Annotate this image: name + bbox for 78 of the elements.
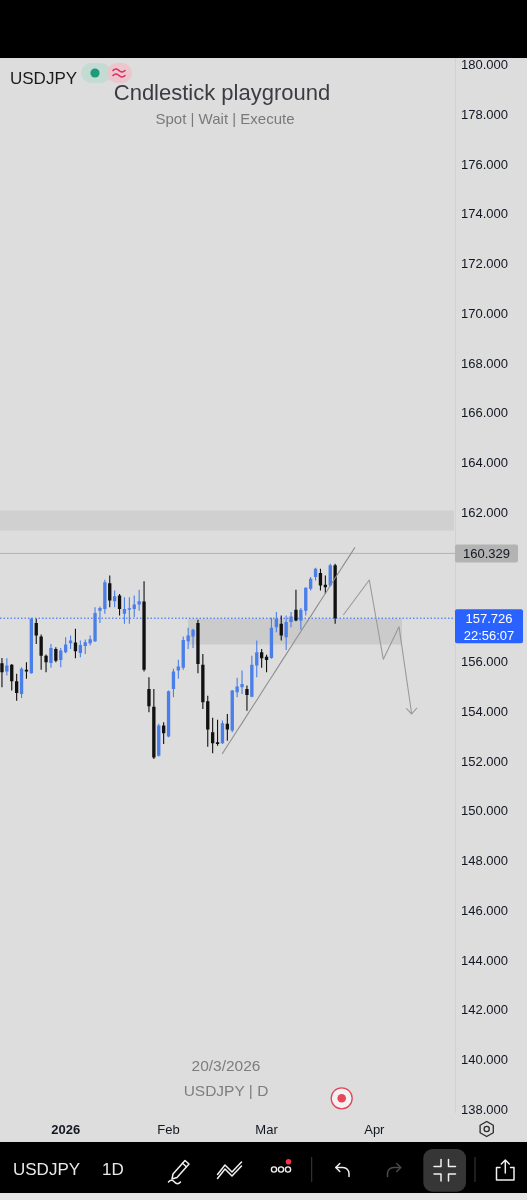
candlestick [225,713,230,741]
candlestick [24,662,29,679]
candlestick [313,567,318,581]
text: Spot | Wait | Execute [155,109,295,127]
candlestick [78,640,83,658]
text: USDJPY [13,1159,81,1179]
y-tick-label: 154.000 [461,703,508,719]
candlestick [5,658,9,676]
candlestick [137,589,141,611]
candlestick [245,685,249,711]
candlestick [112,590,117,608]
annotation: USDJPY | D [183,1081,269,1099]
candlestick [269,617,274,659]
line-series [221,547,356,754]
y-tick-label: 170.000 [461,305,508,321]
candlestick [142,581,146,672]
y-tick-label: 174.000 [461,205,508,221]
candlestick [122,597,127,624]
candlestick [210,717,215,754]
candlestick [196,619,200,674]
candlestick [29,617,34,674]
candlestick [294,589,298,622]
candlestick [19,667,24,698]
candlestick [166,690,171,738]
y-tick-label: 156.000 [461,653,508,669]
y-tick-label: 138.000 [461,1101,508,1117]
candlestick [220,720,225,744]
y-tick-label: 178.000 [461,106,508,122]
candlestick [59,647,63,668]
candlestick [39,634,43,670]
text: Cndlestick playground [113,80,331,105]
y-tick-label: 166.000 [461,404,508,420]
y-tick-label: 162.000 [461,504,508,520]
y-tick-label: 172.000 [461,255,508,271]
y-tick-label: 180.000 [461,56,508,72]
y-tick-label: 164.000 [461,454,508,470]
candlestick [0,657,4,688]
candlestick [333,563,337,624]
candlestick [176,659,181,679]
candlestick [215,719,220,746]
candlestick [147,677,151,713]
y-tick-label: 146.000 [461,902,508,918]
candlestick [49,643,53,668]
annotation: USDJPY [10,68,78,88]
candlestick [14,673,19,701]
x-tick-label: Apr [364,1121,386,1137]
ref-line-label: 157.726 [465,610,513,626]
y-tick-label: 144.000 [461,952,508,968]
candlestick [318,568,323,591]
x-tick-label: 2026 [51,1121,81,1137]
candlestick [279,615,283,641]
y-tick-label: 168.000 [461,355,508,371]
x-tick-label: Mar [255,1121,279,1137]
candlestick [152,689,156,759]
candlestick [63,637,68,654]
text: 1D [102,1159,124,1179]
annotation: 20/3/2026 [191,1056,261,1074]
candlestick [284,615,288,650]
candlestick [117,593,122,616]
candlestick [54,647,58,663]
y-tick-label: 152.000 [461,753,508,769]
candlestick [127,597,132,624]
candlestick [259,648,264,668]
candlestick [44,654,48,673]
candlestick [68,635,73,649]
y-tick-label: 176.000 [461,156,508,171]
y-tick-label: 142.000 [461,1001,508,1017]
candlestick [240,670,244,694]
y-tick-label: 148.000 [461,852,508,868]
candlestick [289,612,293,628]
candlestick [34,618,38,644]
candlestick [73,628,78,659]
candlestick [132,595,136,618]
y-tick-label: 140.000 [461,1051,508,1067]
ref-line-label: 160.329 [463,545,510,561]
y-tick-label: 150.000 [461,802,508,818]
text: 22:56:07 [463,627,515,643]
x-tick-label: Feb [157,1121,180,1137]
